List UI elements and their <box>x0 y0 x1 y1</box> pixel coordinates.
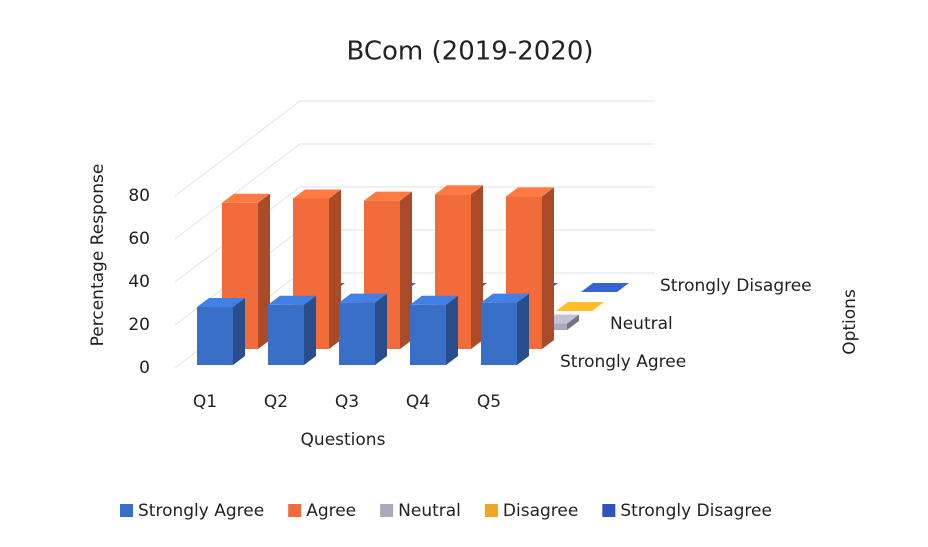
bar-side <box>233 297 245 365</box>
bar-side <box>542 187 554 349</box>
bar-side <box>400 191 412 349</box>
depth-axis-title: Options <box>840 289 860 355</box>
bar-side <box>375 293 387 365</box>
bar-side <box>567 314 579 330</box>
grid-line <box>174 143 301 240</box>
bar <box>556 302 604 311</box>
bar-side <box>329 189 341 349</box>
legend-label: Strongly Disagree <box>620 501 772 521</box>
x-tick-label: Q4 <box>406 392 430 412</box>
chart-title: BCom (2019-2020) <box>346 37 593 67</box>
bar-top <box>197 297 245 307</box>
bar-side <box>517 293 529 365</box>
bar-front <box>410 304 446 365</box>
bar-front <box>339 302 375 365</box>
bar-top <box>410 295 458 305</box>
legend-label: Disagree <box>503 501 578 521</box>
bar-side <box>446 295 458 365</box>
legend-swatch <box>380 504 394 517</box>
bar-top <box>506 187 554 197</box>
depth-tick-label: Strongly Agree <box>560 352 686 372</box>
bar-front <box>197 306 233 365</box>
bar-side <box>471 185 483 349</box>
bar-top <box>364 191 412 201</box>
legend-swatch <box>484 504 498 517</box>
legend-label: Neutral <box>398 501 461 521</box>
y-tick-label: 0 <box>139 358 150 378</box>
x-tick-label: Q1 <box>193 392 217 412</box>
bar <box>581 283 629 292</box>
legend-swatch <box>602 504 616 517</box>
depth-tick-label: Strongly Disagree <box>660 276 812 296</box>
y-axis-title: Percentage Response <box>88 164 108 347</box>
bar-top <box>581 283 629 292</box>
x-tick-label: Q3 <box>335 392 359 412</box>
bar <box>268 295 316 365</box>
bar-front <box>481 302 517 365</box>
x-axis-title: Questions <box>301 430 386 450</box>
bar-top <box>556 302 604 311</box>
depth-tick-label: Neutral <box>610 314 673 334</box>
legend-label: Agree <box>306 501 356 521</box>
legend-swatch <box>288 504 302 517</box>
bar <box>339 293 387 365</box>
legend-swatch <box>120 504 133 517</box>
y-tick-label: 60 <box>128 229 150 249</box>
bar <box>481 293 529 365</box>
bar-top <box>339 293 387 303</box>
y-tick-label: 20 <box>128 315 150 335</box>
bar-side <box>304 295 316 365</box>
grid-line <box>174 100 301 197</box>
bar <box>197 297 245 365</box>
bar-top <box>293 189 341 199</box>
bar-side <box>258 193 270 349</box>
legend-label: Strongly Agree <box>138 501 264 521</box>
y-tick-label: 40 <box>128 272 150 292</box>
bar-top <box>222 193 270 203</box>
bar-front <box>268 304 304 365</box>
x-tick-label: Q5 <box>477 392 501 412</box>
bar-top <box>268 295 316 305</box>
x-tick-label: Q2 <box>264 392 288 412</box>
y-tick-label: 80 <box>128 186 150 206</box>
bar-top <box>481 293 529 303</box>
bar-top <box>435 185 483 195</box>
bar <box>410 295 458 365</box>
